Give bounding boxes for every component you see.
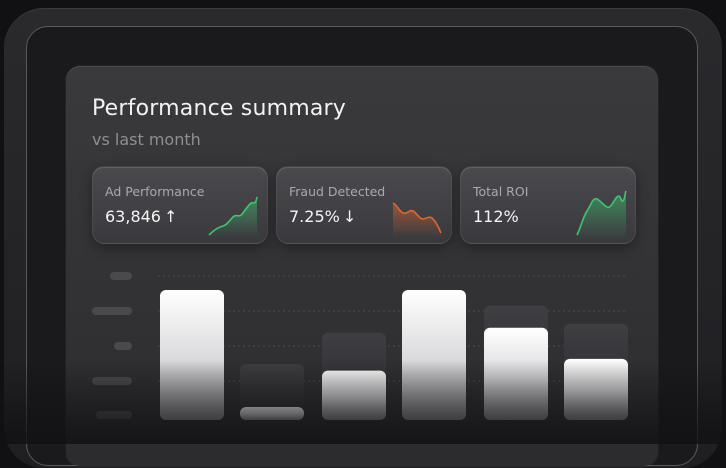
metric-value: 112% bbox=[473, 207, 519, 226]
arrow-down-icon: ↓ bbox=[342, 207, 357, 226]
sparkline-up-icon bbox=[576, 190, 627, 239]
metric-label: Total ROI bbox=[473, 184, 529, 199]
metric-value-text: 63,846 bbox=[105, 207, 161, 226]
arrow-up-icon: ↑ bbox=[163, 207, 178, 226]
performance-panel bbox=[66, 66, 658, 466]
page-subtitle: vs last month bbox=[92, 130, 201, 149]
sparkline-up-icon bbox=[208, 196, 258, 237]
metric-card-ad-performance[interactable]: Ad Performance 63,846 ↑ bbox=[92, 166, 268, 244]
metric-card-fraud-detected[interactable]: Fraud Detected 7.25% ↓ bbox=[276, 166, 452, 244]
metric-label: Ad Performance bbox=[105, 184, 205, 199]
metric-value-text: 112% bbox=[473, 207, 519, 226]
metric-label: Fraud Detected bbox=[289, 184, 386, 199]
metric-value: 7.25% ↓ bbox=[289, 207, 356, 226]
metric-value: 63,846 ↑ bbox=[105, 207, 177, 226]
page-title: Performance summary bbox=[92, 96, 347, 121]
metric-value-text: 7.25% bbox=[289, 207, 340, 226]
sparkline-down-icon bbox=[392, 202, 442, 237]
metric-card-total-roi[interactable]: Total ROI 112% bbox=[460, 166, 636, 244]
